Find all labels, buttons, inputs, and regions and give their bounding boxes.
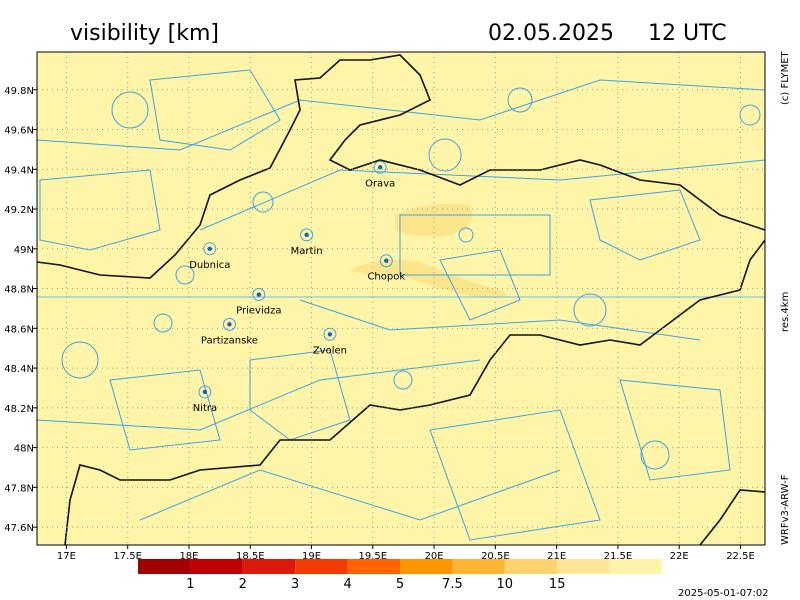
- city-label: Dubnica: [189, 260, 230, 271]
- lon-tick-label: 18.5E: [236, 551, 265, 562]
- city-ring: [300, 228, 314, 242]
- colorbar-label: 7.5: [442, 577, 463, 592]
- colorbar-box: [400, 559, 453, 574]
- city-marker: [227, 322, 232, 327]
- city-label: Chopok: [367, 272, 405, 283]
- city-label: Prievidza: [236, 306, 281, 317]
- lon-tick-label: 18E: [179, 551, 198, 562]
- colorbar-box: [138, 559, 191, 574]
- colorbar-box: [609, 559, 662, 574]
- lon-tick-label: 17E: [57, 551, 76, 562]
- time: 12 UTC: [648, 21, 727, 46]
- lat-tick-label: 49.6N: [4, 126, 34, 137]
- map-background: [37, 52, 765, 545]
- copyright: (c) FLYMET: [780, 50, 791, 105]
- city-ring: [222, 317, 236, 331]
- city-ring: [203, 242, 217, 256]
- city-label: Zvolen: [313, 345, 347, 356]
- colorbar-box: [347, 559, 400, 574]
- city-marker: [207, 246, 213, 252]
- city-ring: [252, 288, 266, 302]
- colorbar-label: 4: [343, 577, 351, 592]
- lat-tick-label: 49N: [14, 245, 34, 256]
- colorbar-label: 15: [549, 577, 566, 592]
- lat-tick-label: 47.6N: [4, 523, 34, 534]
- resolution: res.4km: [780, 292, 791, 332]
- lon-tick-label: 20E: [425, 551, 444, 562]
- city-label: Partizanske: [201, 335, 258, 346]
- lon-tick-label: 20.5E: [481, 551, 510, 562]
- city-marker: [377, 165, 383, 170]
- lon-tick-label: 22.5E: [726, 551, 755, 562]
- city-ring: [379, 254, 393, 268]
- lat-tick-label: 49.8N: [4, 86, 34, 97]
- country-border: [36, 54, 766, 546]
- city-marker: [327, 332, 333, 337]
- lon-tick-label: 21.5E: [604, 551, 633, 562]
- title: visibility [km]: [70, 21, 219, 46]
- colorbar-box: [452, 559, 505, 574]
- city-label: Nitra: [193, 403, 217, 414]
- lat-tick-label: 47.8N: [4, 483, 34, 494]
- colorbar-box: [557, 559, 610, 574]
- colorbar-label: 1: [186, 577, 194, 592]
- map-frame: [36, 51, 766, 546]
- model: WRFv3-ARW-F: [780, 474, 791, 545]
- lon-tick-label: 19.5E: [359, 551, 388, 562]
- lat-tick-label: 49.4N: [4, 165, 34, 176]
- boundaries: [36, 69, 766, 541]
- lat-tick-label: 48.4N: [4, 364, 34, 375]
- city-label: Orava: [365, 178, 395, 189]
- colorbar-label: 3: [291, 577, 299, 592]
- colorbar-box: [295, 559, 348, 574]
- lat-tick-label: 48.6N: [4, 324, 34, 335]
- city-ring: [323, 327, 337, 341]
- city-marker: [384, 258, 389, 263]
- city-label: Martin: [291, 246, 323, 257]
- timestamp: 2025-05-01-07:02: [678, 588, 769, 599]
- lon-tick-label: 22E: [670, 551, 689, 562]
- colorbar-label: 2: [239, 577, 247, 592]
- lon-tick-label: 21E: [547, 551, 566, 562]
- lat-tick-label: 48.2N: [4, 404, 34, 415]
- lat-tick-label: 49.2N: [4, 205, 34, 216]
- date: 02.05.2025: [488, 21, 614, 46]
- city-ring: [198, 385, 212, 399]
- lon-tick-label: 17.5E: [113, 551, 142, 562]
- lat-tick-label: 48N: [14, 444, 34, 455]
- city-marker: [256, 292, 262, 297]
- map: Orava Chopok Martin Dubnica Prievidza Partiza…: [36, 51, 766, 546]
- city-marker: [202, 389, 208, 395]
- lon-tick-label: 19E: [302, 551, 321, 562]
- colorbar-label: 5: [396, 577, 404, 592]
- lat-tick-label: 48.8N: [4, 285, 34, 296]
- city-ring: [373, 160, 387, 174]
- colorbar-box: [242, 559, 296, 574]
- visibility-patch: [350, 203, 507, 299]
- colorbar-box: [504, 559, 558, 574]
- colorbar-box: [190, 559, 243, 574]
- colorbar-label: 10: [497, 577, 514, 592]
- city-marker: [304, 232, 309, 238]
